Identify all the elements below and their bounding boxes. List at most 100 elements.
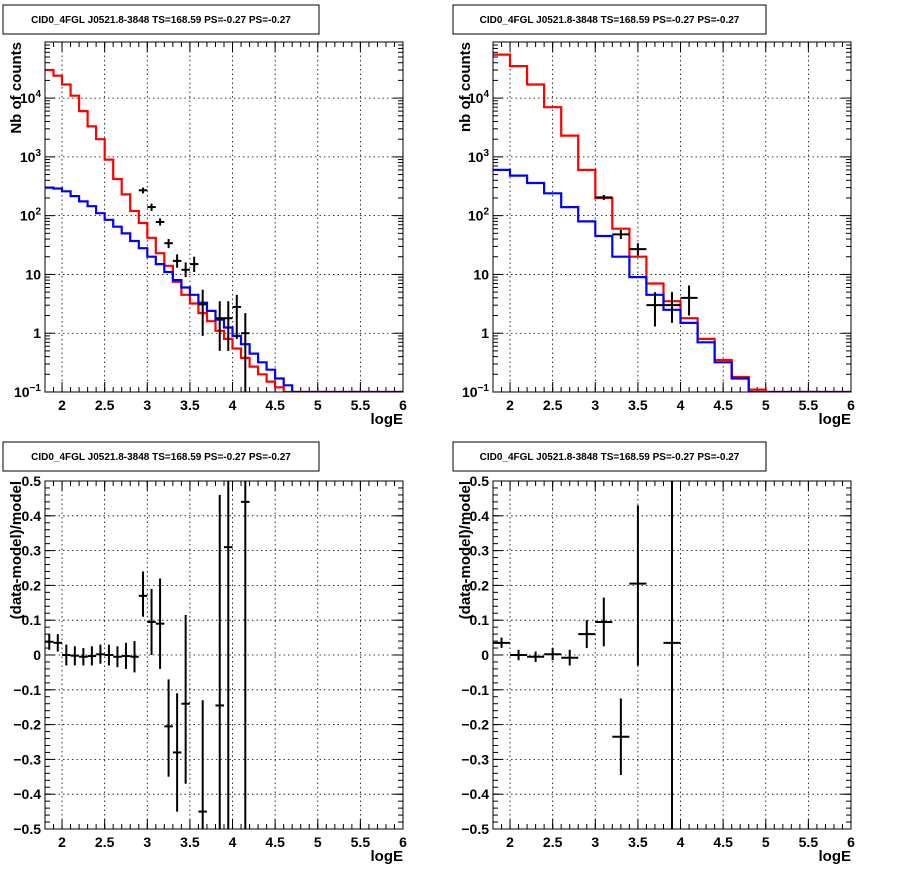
y-tick-label: 0: [481, 647, 489, 663]
x-tick-label: 3: [591, 834, 599, 850]
x-tick-label: 2: [506, 834, 514, 850]
y-tick-label: −0.4: [13, 786, 41, 802]
data-point: [181, 262, 190, 278]
y-tick-exponent: 3: [483, 148, 489, 159]
y-tick-label: 10: [25, 266, 41, 282]
data-point: [172, 254, 182, 268]
y-tick-label: −0.1: [13, 682, 41, 698]
x-tick-label: 4: [229, 834, 237, 850]
data-point: [224, 481, 233, 829]
x-tick-label: 3: [143, 834, 151, 850]
x-tick-label: 3: [143, 397, 151, 413]
data-point: [121, 642, 131, 669]
x-tick-label: 5: [762, 834, 770, 850]
data-point: [215, 494, 224, 829]
data-point: [155, 578, 165, 669]
x-tick-label: 4: [677, 834, 685, 850]
data-point: [138, 187, 148, 194]
y-tick-label: 0.5: [470, 473, 490, 489]
data-point: [493, 637, 511, 649]
data-point: [595, 194, 613, 200]
y-tick-label: −0.2: [461, 717, 489, 733]
x-tick-label: 2: [506, 397, 514, 413]
blue-histogram-series: [45, 186, 403, 392]
data-point: [612, 230, 630, 240]
title-box: [452, 441, 767, 472]
y-tick-label: −0.4: [461, 786, 489, 802]
chart-title: CID0_4FGL J0521.8-3848 TS=168.59 PS=-0.2…: [31, 452, 291, 463]
plot-frame: [492, 41, 852, 393]
data-point: [241, 481, 250, 829]
x-axis-label: logE: [819, 411, 852, 428]
y-tick-label: −0.3: [461, 751, 489, 767]
y-tick-label: 102: [468, 207, 490, 224]
data-point: [138, 571, 148, 617]
x-tick-label: 2.5: [95, 397, 115, 413]
y-tick-label: 10−1: [462, 383, 489, 400]
data-point: [181, 614, 190, 784]
data-point: [87, 646, 97, 666]
plot-frame: [44, 41, 404, 393]
x-tick-label: 2.5: [543, 834, 563, 850]
data-point: [561, 649, 579, 666]
x-tick-label: 2: [58, 397, 66, 413]
data-point: [45, 634, 54, 650]
x-tick-label: 5.5: [351, 834, 371, 850]
chart-title: CID0_4FGL J0521.8-3848 TS=168.59 PS=-0.2…: [480, 15, 740, 26]
data-point: [172, 693, 182, 812]
y-tick-label: −0.3: [13, 751, 41, 767]
data-point: [96, 644, 105, 664]
data-point: [663, 481, 681, 829]
x-tick-label: 2.5: [95, 834, 115, 850]
chart-panel-4: 2 2.5 3 3.5 4 4.5 5 5.5 6 −0.5 −0.4 −0.3 −0.2 −0.1 0 0.…: [452, 441, 855, 865]
x-tick-label: 4: [677, 397, 685, 413]
chart-panel-3: 2 2.5 3 3.5 4 4.5 5 5.5 6 −0.5 −0.4 −0.3 −0.2 −0.1 0 0.…: [2, 441, 407, 865]
x-tick-label: 5.5: [799, 397, 819, 413]
data-point: [189, 256, 199, 273]
y-axis-label: (data-model)/model: [457, 481, 474, 619]
y-tick-label: −0.5: [13, 821, 41, 837]
x-tick-label: 4.5: [265, 397, 285, 413]
data-point: [113, 646, 122, 668]
y-tick-exponent: 2: [35, 207, 41, 218]
chart-panel-1: 2 2.5 3 3.5 4 4.5 5 5.5 610−1110102103104logENb …: [2, 4, 407, 428]
y-tick-exponent: 3: [35, 148, 41, 159]
data-point: [680, 285, 698, 316]
data-point: [527, 651, 545, 662]
x-tick-label: 6: [399, 397, 407, 413]
y-tick-label: 0.2: [470, 577, 490, 593]
x-tick-label: 3.5: [180, 834, 200, 850]
y-tick-exponent: 4: [483, 89, 489, 100]
y-tick-exponent: 4: [35, 89, 41, 100]
x-tick-label: 3: [591, 397, 599, 413]
data-point: [544, 648, 562, 661]
blue-histogram-series: [493, 168, 851, 392]
data-point: [612, 698, 630, 776]
data-point: [595, 597, 613, 647]
red-histogram-series: [493, 53, 851, 392]
y-tick-label: 0.4: [470, 508, 490, 524]
data-point: [104, 644, 114, 666]
data-point: [510, 649, 528, 661]
x-tick-label: 5.5: [799, 834, 819, 850]
data-point: [224, 301, 233, 351]
x-tick-label: 3.5: [180, 397, 200, 413]
y-tick-label: 0.3: [22, 543, 42, 559]
title-box: [2, 4, 320, 35]
data-point: [79, 648, 88, 666]
plot-frame: [44, 480, 404, 830]
data-point: [147, 588, 156, 655]
chart-panel-2: 2 2.5 3 3.5 4 4.5 5 5.5 610−1110102103104logEnb …: [452, 4, 855, 428]
y-axis-label: (data-model)/model: [8, 481, 25, 619]
y-tick-label: 1: [481, 325, 489, 341]
x-tick-label: 5.5: [351, 397, 371, 413]
data-point: [232, 294, 242, 339]
y-tick-label: −0.2: [13, 717, 41, 733]
x-tick-label: 5: [314, 397, 322, 413]
data-point: [629, 243, 647, 256]
y-tick-label: 0.3: [470, 543, 490, 559]
y-tick-label: 0.1: [22, 612, 42, 628]
y-tick-exponent: 2: [483, 207, 489, 218]
x-tick-label: 6: [847, 834, 855, 850]
